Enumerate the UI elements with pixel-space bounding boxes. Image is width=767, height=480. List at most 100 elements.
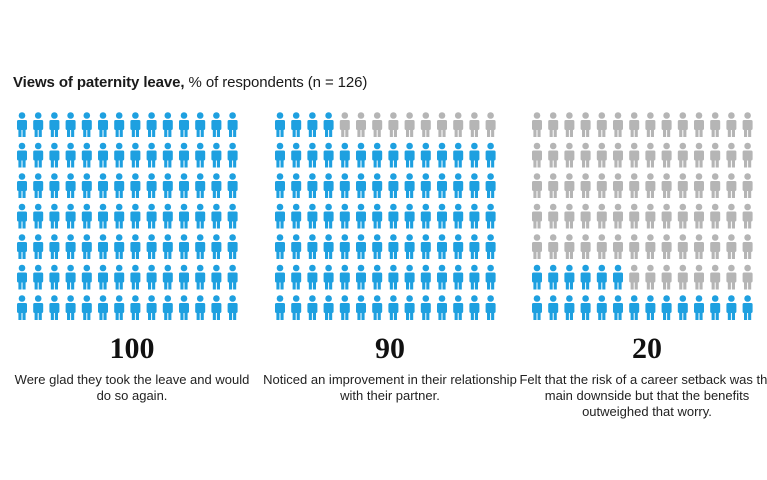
person-icon-highlighted [114,203,125,229]
person-icon-highlighted [580,295,591,320]
person-icon-muted [726,264,737,290]
person-icon-highlighted [453,264,464,290]
person-icon-highlighted [98,173,108,198]
person-icon-highlighted [356,203,366,229]
person-icon-highlighted [726,295,737,320]
person-icon-highlighted [98,112,108,137]
person-icon-highlighted [98,264,108,290]
person-icon-highlighted [162,142,173,168]
person-icon-muted [580,234,591,259]
person-icon-muted [613,234,623,259]
person-icon-highlighted [211,295,222,320]
person-icon-highlighted [49,142,60,168]
person-icon-highlighted [114,142,125,168]
caption-2: Noticed an improvement in their relation… [263,372,517,403]
person-icon-muted [710,112,721,137]
person-icon-highlighted [339,173,350,198]
person-icon-highlighted [179,142,189,168]
person-icon-highlighted [227,264,238,290]
person-icon-muted [564,112,575,137]
person-icon-highlighted [81,112,92,137]
person-icon-muted [613,142,623,168]
person-icon-muted [742,142,753,168]
person-icon-highlighted [146,173,157,198]
person-icon-highlighted [17,203,27,229]
person-icon-highlighted [291,234,302,259]
person-icon-muted [596,112,607,137]
person-icon-highlighted [65,295,76,320]
person-icon-muted [726,234,737,259]
person-icon-highlighted [323,295,334,320]
person-icon-highlighted [179,173,189,198]
person-icon-highlighted [564,264,575,290]
person-icon-muted [742,112,753,137]
person-icon-highlighted [162,264,173,290]
person-icon-highlighted [469,142,480,168]
person-icon-highlighted [437,264,447,290]
person-icon-highlighted [307,173,318,198]
person-icon-muted [548,173,559,198]
person-icon-highlighted [275,234,285,259]
person-icon-muted [629,112,640,137]
person-icon-highlighted [420,264,431,290]
person-icon-muted [742,203,753,229]
person-icon-highlighted [453,173,464,198]
person-icon-highlighted [81,264,92,290]
person-icon-highlighted [564,295,575,320]
person-icon-highlighted [710,295,721,320]
person-icon-highlighted [98,295,108,320]
person-icon-highlighted [114,234,125,259]
person-icon-highlighted [339,142,350,168]
person-icon-highlighted [420,295,431,320]
person-icon-muted [726,112,737,137]
person-icon-highlighted [404,234,415,259]
person-icon-highlighted [372,203,383,229]
person-icon-muted [645,264,656,290]
person-icon-muted [564,234,575,259]
value-label-3: 20 [632,332,662,365]
person-icon-highlighted [195,264,206,290]
person-icon-highlighted [275,264,285,290]
person-icon-highlighted [162,295,173,320]
person-icon-highlighted [227,112,238,137]
person-icon-highlighted [580,264,591,290]
person-icon-muted [388,112,399,137]
person-icon-highlighted [17,142,27,168]
person-icon-highlighted [81,295,92,320]
person-icon-highlighted [677,295,688,320]
person-icon-highlighted [179,112,189,137]
person-icon-highlighted [388,295,399,320]
person-icon-highlighted [532,264,542,290]
person-icon-highlighted [130,203,141,229]
person-icon-highlighted [146,112,157,137]
person-icon-highlighted [211,264,222,290]
person-icon-highlighted [437,295,447,320]
person-icon-highlighted [485,173,496,198]
person-icon-highlighted [146,295,157,320]
person-icon-muted [564,173,575,198]
person-icon-muted [613,173,623,198]
person-icon-highlighted [469,203,480,229]
person-icon-highlighted [469,234,480,259]
person-icon-highlighted [437,234,447,259]
person-icon-muted [532,203,542,229]
person-icon-highlighted [227,142,238,168]
person-icon-highlighted [404,142,415,168]
person-icon-highlighted [275,203,285,229]
person-icon-muted [596,173,607,198]
person-icon-highlighted [33,142,44,168]
person-icon-muted [532,173,542,198]
person-icon-highlighted [307,295,318,320]
person-icon-muted [564,142,575,168]
person-icon-highlighted [629,295,640,320]
person-icon-highlighted [645,295,656,320]
person-icon-muted [629,264,640,290]
person-icon-highlighted [388,234,399,259]
person-icon-highlighted [596,264,607,290]
person-icon-highlighted [485,234,496,259]
person-icon-muted [677,234,688,259]
person-icon-highlighted [179,234,189,259]
person-icon-highlighted [275,112,285,137]
person-icon-muted [596,142,607,168]
person-icon-highlighted [65,264,76,290]
